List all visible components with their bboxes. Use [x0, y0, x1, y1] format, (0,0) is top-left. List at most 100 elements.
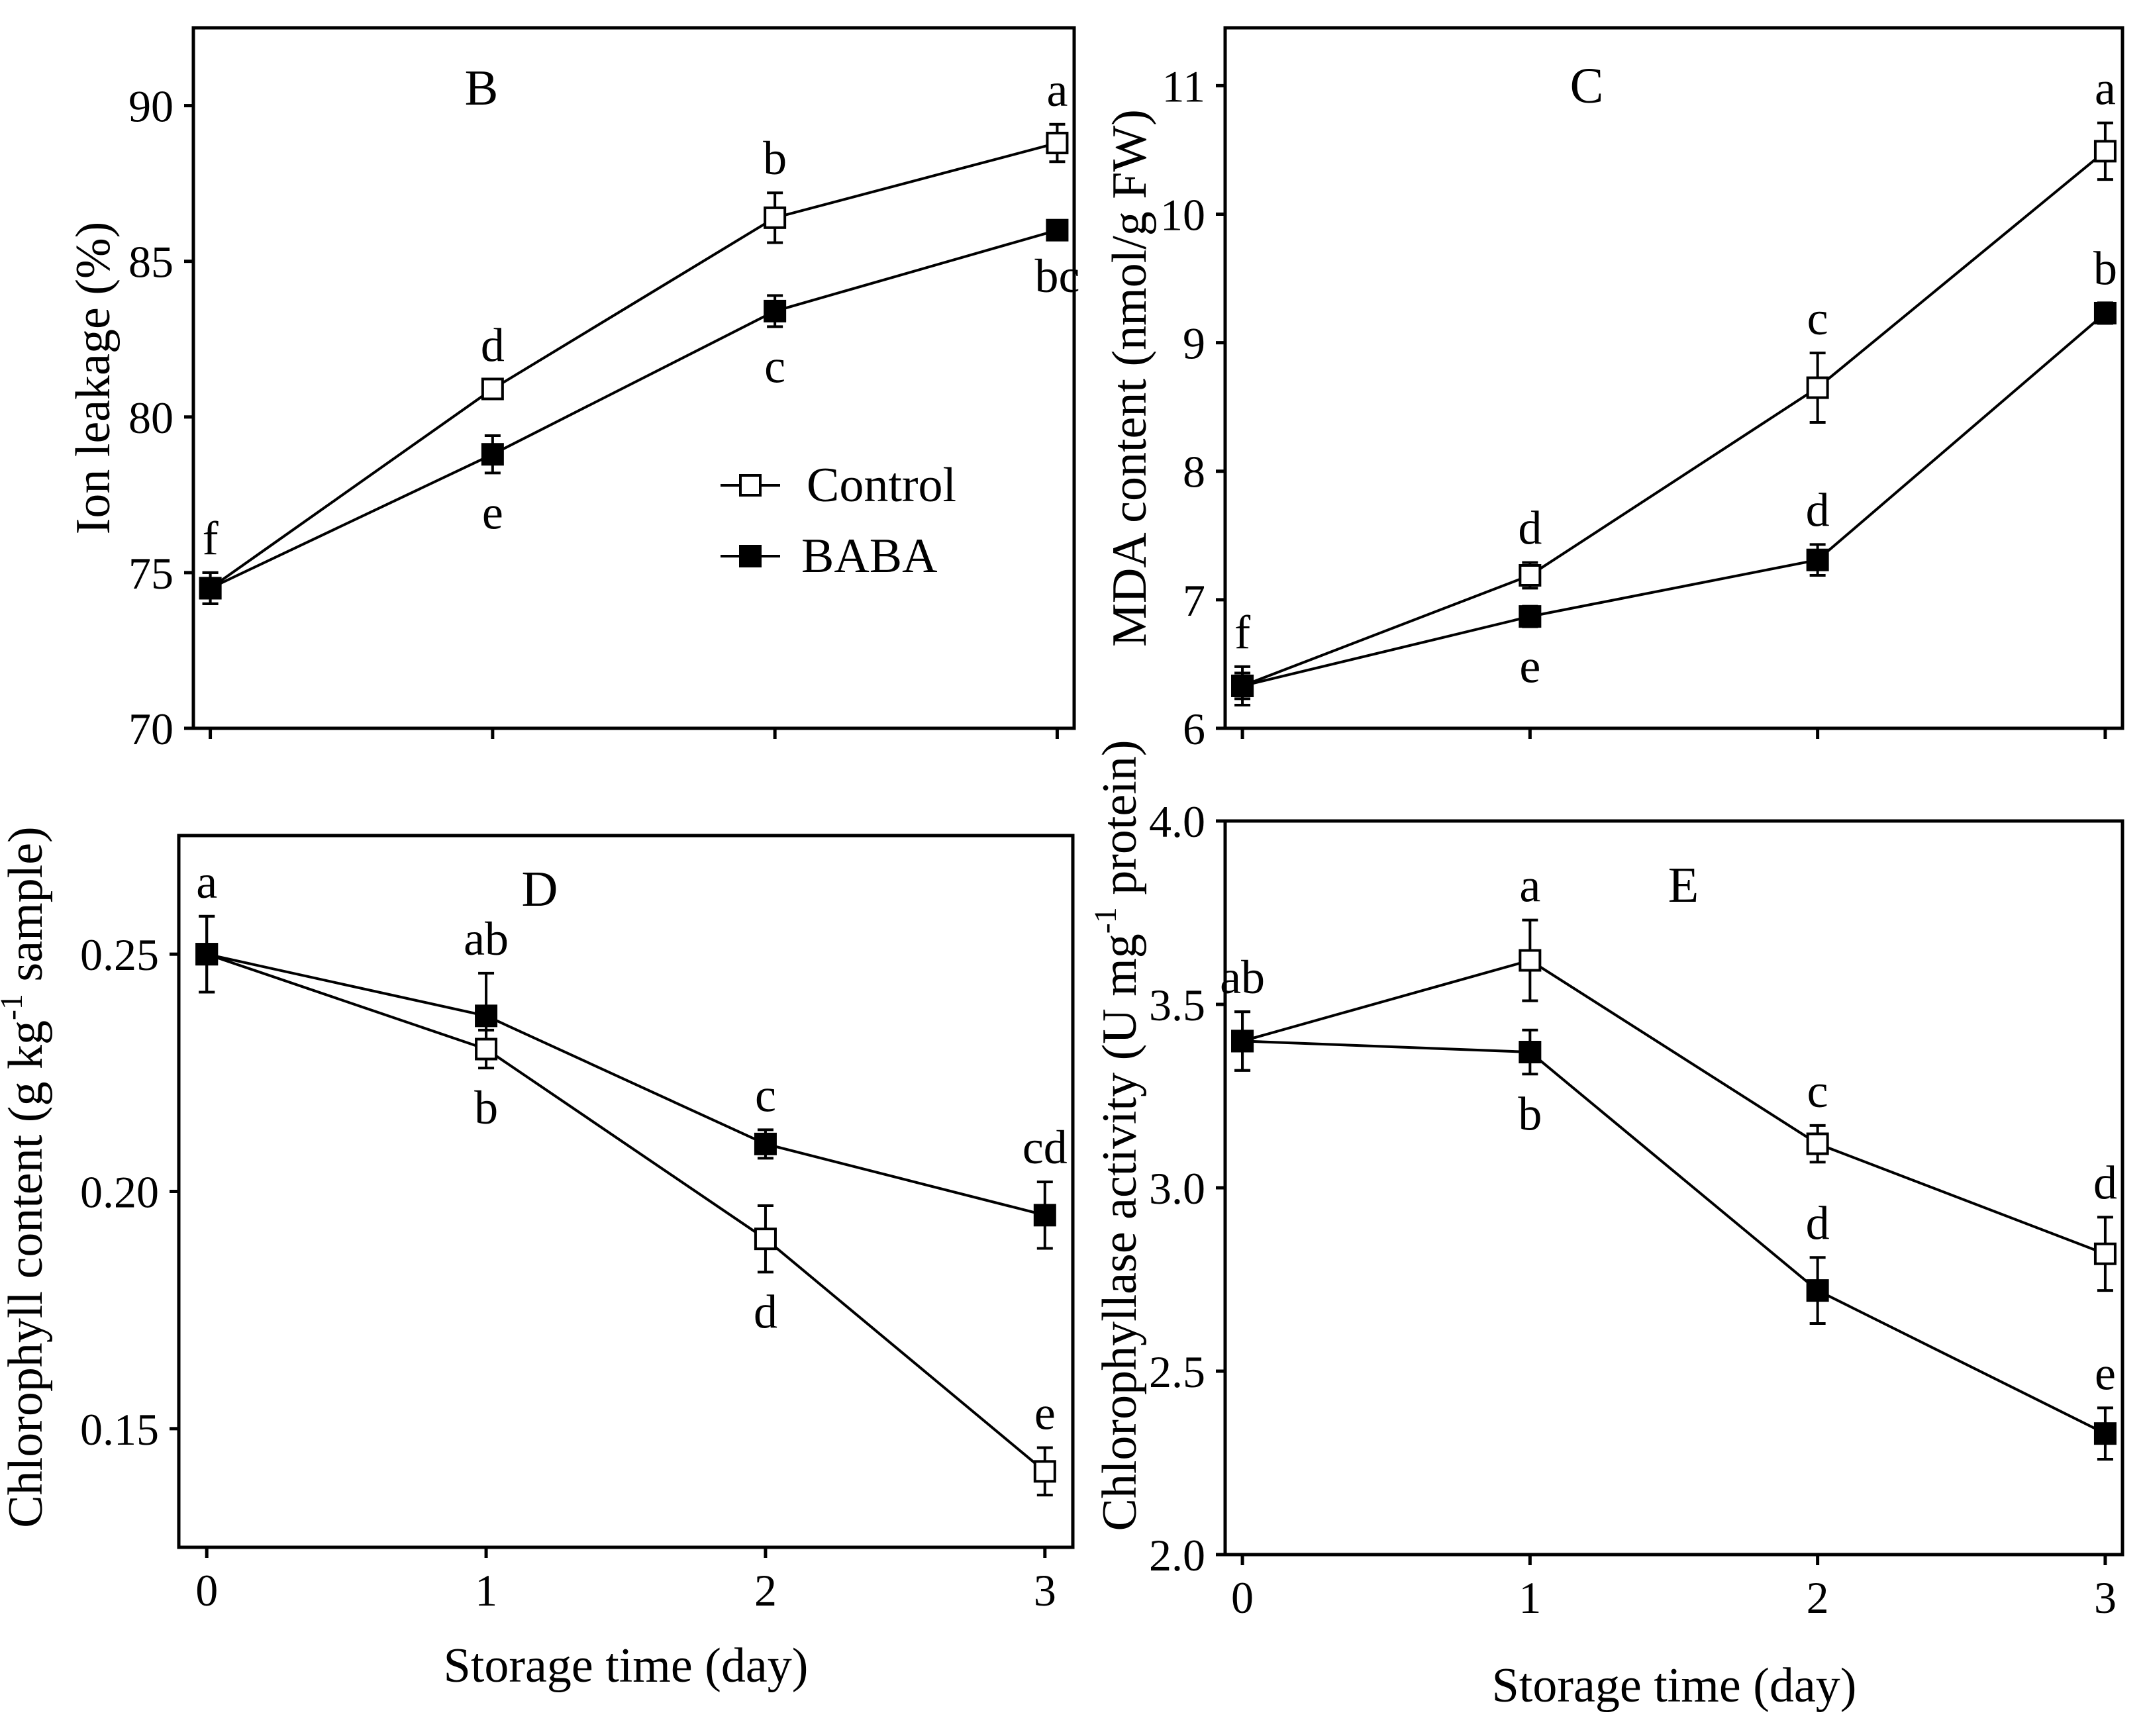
panel-letter: D: [522, 861, 558, 917]
significance-letter: d: [754, 1285, 777, 1338]
y-tick-label: 70: [128, 704, 174, 754]
significance-letter: c: [1807, 292, 1828, 345]
data-point-baba: [1046, 218, 1069, 242]
series-line-control: [1242, 150, 2107, 687]
significance-letter: bc: [1034, 250, 1079, 303]
plot-frame: [191, 26, 1076, 730]
series-line-control: [1242, 959, 2106, 1255]
x-tick-label: 0: [195, 1565, 218, 1615]
data-point-baba: [764, 299, 787, 322]
significance-letter: f: [1234, 606, 1250, 659]
x-tick-label: 3: [1034, 1565, 1056, 1615]
y-axis-title-rest: protein): [1093, 740, 1147, 908]
plot-frame: [1223, 26, 2124, 730]
y-axis-title-main: Chlorophyll content (g kg: [0, 1020, 53, 1528]
significance-letter: b: [474, 1081, 498, 1134]
y-tick-label: 85: [128, 237, 174, 287]
significance-letter: d: [2093, 1156, 2117, 1209]
y-tick-label: 3.0: [1149, 1163, 1205, 1214]
panel-b: B Ion leakage (%) 70 75 80 85 90 f d b a e c bc Con…: [66, 26, 1079, 754]
y-tick-label: 3.5: [1149, 980, 1205, 1030]
significance-letter: e: [2095, 1347, 2116, 1400]
y-tick-label: 11: [1162, 61, 1205, 111]
y-tick-label: 0.25: [80, 930, 159, 980]
x-tick-label: 1: [475, 1565, 497, 1615]
data-point-control: [2093, 1242, 2117, 1265]
data-point-baba: [2093, 301, 2117, 324]
significance-letter: a: [1046, 64, 1068, 117]
series-line-baba: [1242, 312, 2107, 687]
significance-letter: d: [1806, 483, 1830, 536]
y-axis-title-sup: -1: [1088, 907, 1123, 934]
y-tick-label: 10: [1160, 189, 1205, 240]
x-axis-title: Storage time (day): [1492, 1659, 1857, 1713]
y-tick-label: 6: [1183, 704, 1205, 754]
legend-baba-marker: [739, 545, 762, 567]
x-axis-title: Storage time (day): [444, 1639, 809, 1693]
y-axis-title-main: Chlorophyllase activity (U mg: [1093, 934, 1147, 1531]
significance-letter: b: [2093, 242, 2117, 295]
y-tick-label: 4.0: [1149, 796, 1205, 847]
y-axis-title: Chlorophyllase activity (U mg-1 protein): [1088, 740, 1147, 1531]
legend-control-marker: [739, 474, 762, 497]
data-point-baba: [475, 1004, 498, 1028]
significance-letter: c: [764, 340, 785, 393]
y-tick-label: 7: [1183, 575, 1205, 626]
y-axis-title: Chlorophyll content (g kg-1 sample): [0, 826, 53, 1527]
y-tick-label: 75: [128, 548, 174, 599]
significance-letter: ab: [464, 912, 509, 965]
series-line-baba: [1242, 1039, 2106, 1435]
y-tick-label: 80: [128, 393, 174, 443]
data-point-control: [764, 206, 787, 229]
x-tick-label: 2: [754, 1565, 777, 1615]
significance-letter: b: [763, 132, 787, 185]
y-tick-label: 9: [1183, 318, 1205, 369]
panel-d: D Chlorophyll content (g kg-1 sample) St…: [0, 826, 1075, 1693]
data-point-baba: [754, 1132, 777, 1155]
data-point-baba: [1806, 1279, 1829, 1302]
x-tick-label: 1: [1519, 1572, 1541, 1623]
y-axis-title: Ion leakage (%): [66, 222, 121, 535]
data-point-control: [754, 1228, 777, 1251]
significance-letter: cd: [1023, 1121, 1068, 1174]
panel-letter: E: [1668, 857, 1699, 913]
series-line-control: [206, 953, 1046, 1472]
significance-letter: ab: [1220, 951, 1265, 1004]
data-point-baba: [1231, 674, 1254, 697]
panel-e: E Chlorophyllase activity (U mg-1 protei…: [1088, 740, 2124, 1713]
y-tick-label: 8: [1183, 447, 1205, 497]
data-point-control: [1806, 376, 1829, 399]
x-tick-label: 2: [1807, 1572, 1829, 1623]
data-point-control: [1519, 949, 1542, 972]
series-line-control: [209, 142, 1058, 590]
x-tick-label: 3: [2094, 1572, 2117, 1623]
data-point-baba: [1033, 1204, 1056, 1227]
data-point-baba: [1519, 605, 1542, 628]
y-tick-label: 0.20: [80, 1167, 159, 1218]
panel-letter: B: [465, 60, 499, 116]
data-point-baba: [1519, 1041, 1542, 1064]
significance-letter: e: [1034, 1387, 1056, 1440]
series-line-baba: [209, 228, 1058, 590]
panel-c: C MDA content (nmol/g FW) 6 7 8 9 10 11 f d c a e d…: [1103, 26, 2124, 754]
x-tick-label: 0: [1231, 1572, 1254, 1623]
data-point-baba: [2093, 1422, 2117, 1445]
data-point-control: [1046, 131, 1069, 154]
data-point-control: [1033, 1460, 1056, 1483]
significance-letter: e: [1519, 640, 1540, 693]
significance-letter: f: [203, 512, 219, 565]
data-point-baba: [199, 577, 222, 600]
data-point-control: [2093, 140, 2117, 163]
legend-control-label: Control: [807, 458, 956, 512]
significance-letter: d: [481, 318, 505, 371]
data-point-control: [1806, 1132, 1829, 1155]
data-point-baba: [195, 943, 219, 966]
data-point-control: [481, 377, 504, 401]
y-tick-label: 0.15: [80, 1404, 159, 1455]
y-tick-label: 2.0: [1149, 1530, 1205, 1580]
significance-letter: a: [196, 855, 217, 908]
data-point-baba: [481, 443, 504, 466]
data-point-control: [475, 1037, 498, 1061]
legend-baba-label: BABA: [801, 529, 938, 583]
